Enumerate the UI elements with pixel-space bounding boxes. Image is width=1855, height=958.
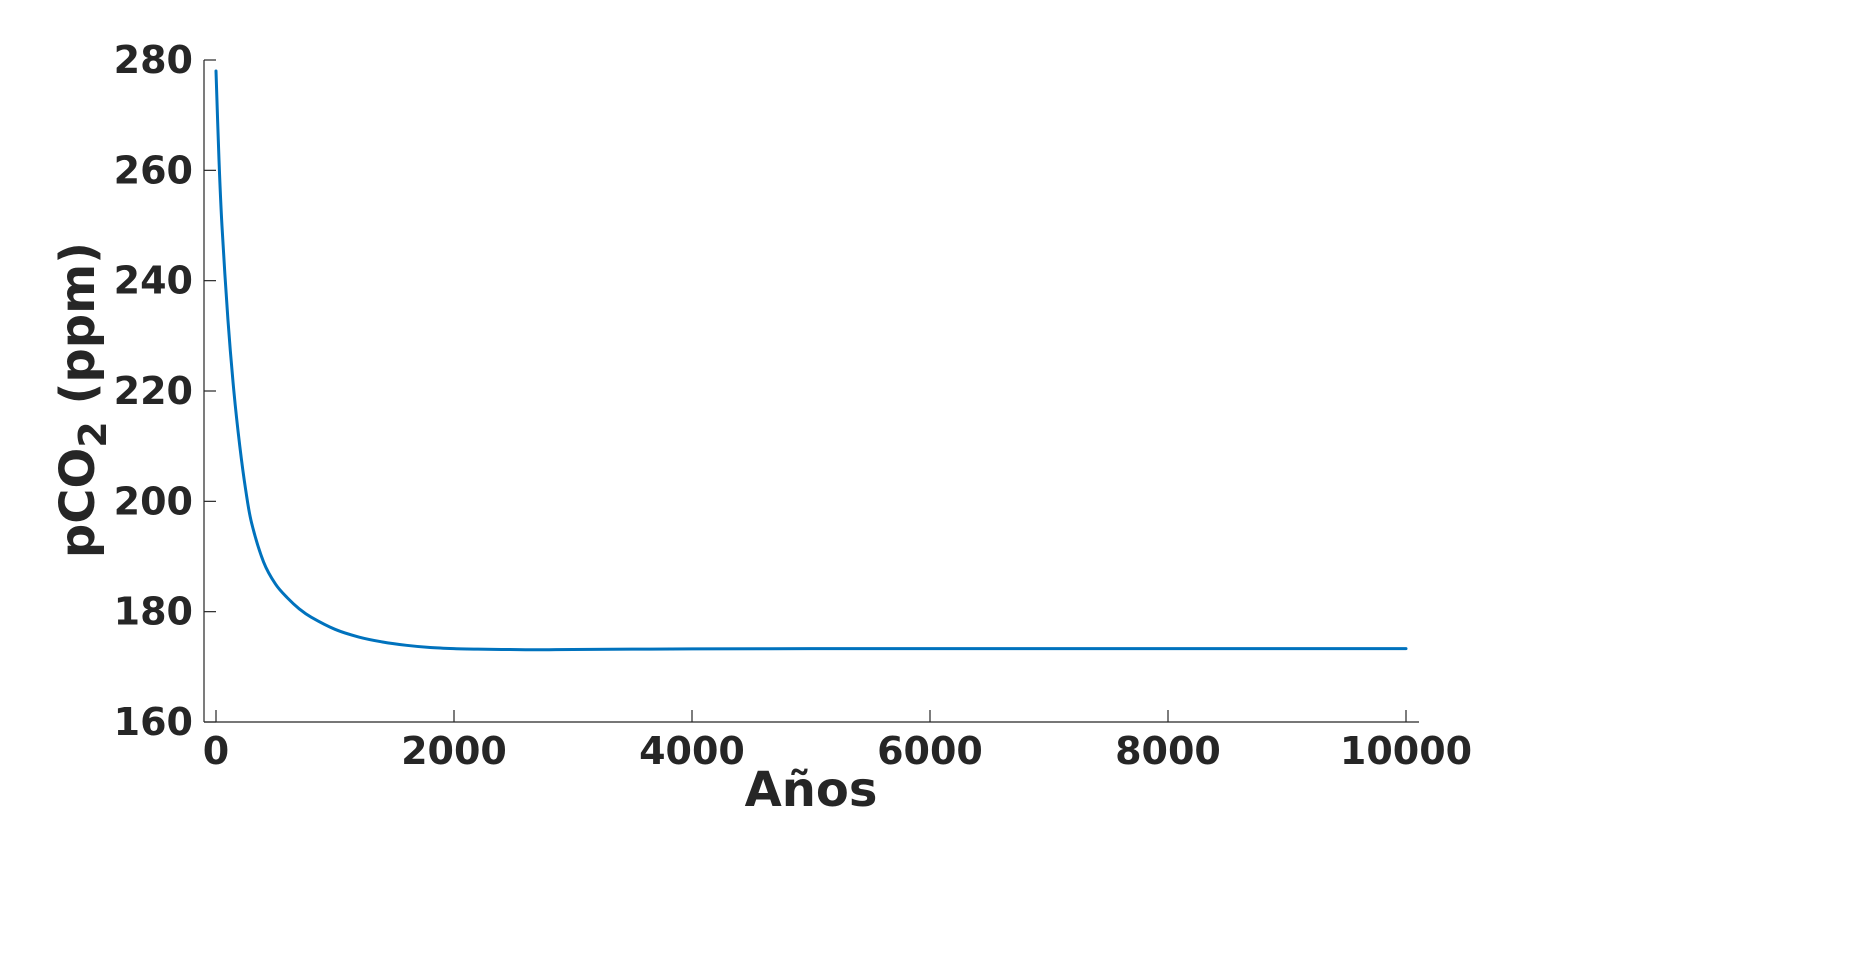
x-ticks: 0 2000 4000 6000 8000 10000 bbox=[203, 710, 1472, 773]
y-ticks: 160 180 200 220 240 260 280 bbox=[114, 38, 216, 744]
x-axis-title: Años bbox=[745, 762, 878, 818]
axes bbox=[203, 60, 1419, 723]
y-tick-label: 160 bbox=[114, 700, 193, 744]
y-axis-title-main: pCO bbox=[50, 448, 106, 558]
x-tick-label: 0 bbox=[203, 729, 229, 773]
y-axis-title: pCO2 (ppm) bbox=[50, 242, 115, 558]
y-axis-title-unit: (ppm) bbox=[50, 242, 106, 421]
x-tick-label: 6000 bbox=[877, 729, 983, 773]
y-tick-label: 220 bbox=[114, 369, 193, 413]
x-tick-label: 2000 bbox=[401, 729, 507, 773]
y-tick-label: 180 bbox=[114, 590, 193, 634]
y-tick-label: 260 bbox=[114, 148, 193, 192]
y-axis-title-subscript: 2 bbox=[71, 421, 115, 447]
y-tick-label: 200 bbox=[114, 479, 193, 523]
x-tick-label: 8000 bbox=[1115, 729, 1221, 773]
y-tick-label: 280 bbox=[114, 38, 193, 82]
y-tick-label: 240 bbox=[114, 259, 193, 303]
x-tick-label: 10000 bbox=[1340, 729, 1472, 773]
series-group bbox=[214, 69, 1408, 652]
series-line bbox=[214, 69, 1408, 652]
x-tick-label: 4000 bbox=[639, 729, 745, 773]
